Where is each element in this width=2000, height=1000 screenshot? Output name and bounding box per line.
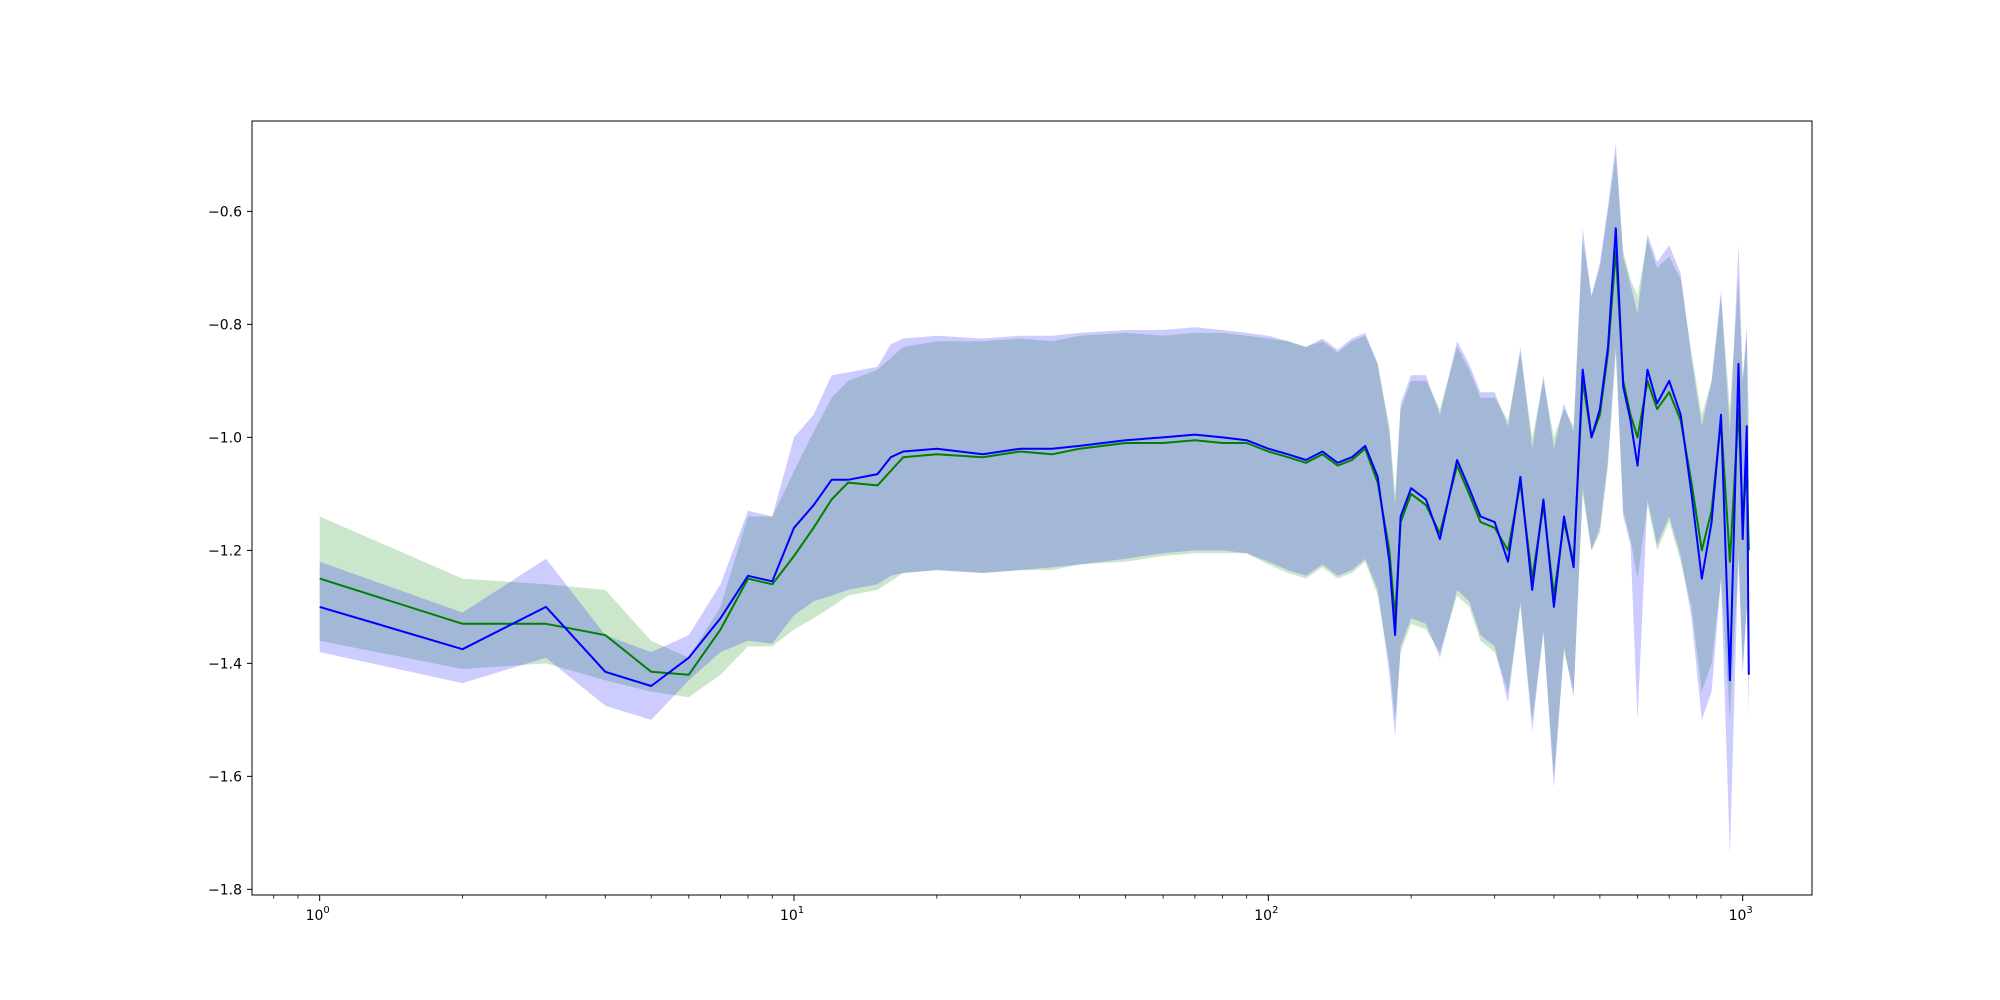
- x-tick-label-base: 10: [306, 908, 324, 924]
- y-tick-label: −0.8: [208, 317, 242, 333]
- series-2-line: [319, 227, 1750, 687]
- x-tick-label: 101: [780, 905, 804, 924]
- y-axis: −0.6 −0.8 −1.0 −1.2 −1.4 −1.6 −1.8: [208, 204, 252, 898]
- x-axis: 100 101 102 103: [273, 895, 1753, 924]
- x-tick-label-exponent: 2: [1272, 905, 1278, 916]
- y-tick-label: −1.2: [208, 543, 242, 559]
- y-tick-label: −1.6: [208, 769, 242, 785]
- x-tick-label-base: 10: [780, 908, 798, 924]
- x-tick-label-base: 10: [1729, 908, 1747, 924]
- axes-frame: [251, 120, 1813, 896]
- plot-area: [319, 143, 1750, 856]
- x-tick-label-base: 10: [1254, 908, 1272, 924]
- y-tick-label: −1.0: [208, 430, 242, 446]
- y-tick-label: −1.4: [208, 656, 242, 672]
- x-tick-label: 103: [1729, 905, 1753, 924]
- x-tick-label: 100: [306, 905, 330, 924]
- x-tick-label-exponent: 0: [323, 905, 329, 916]
- x-tick-label-exponent: 1: [798, 905, 804, 916]
- series-2-confidence-band: [319, 143, 1749, 856]
- x-tick-label-exponent: 3: [1746, 905, 1752, 916]
- x-tick-label: 102: [1254, 905, 1278, 924]
- series-1-confidence-band: [319, 154, 1749, 777]
- y-tick-label: −1.8: [208, 882, 242, 898]
- y-tick-label: −0.6: [208, 204, 242, 220]
